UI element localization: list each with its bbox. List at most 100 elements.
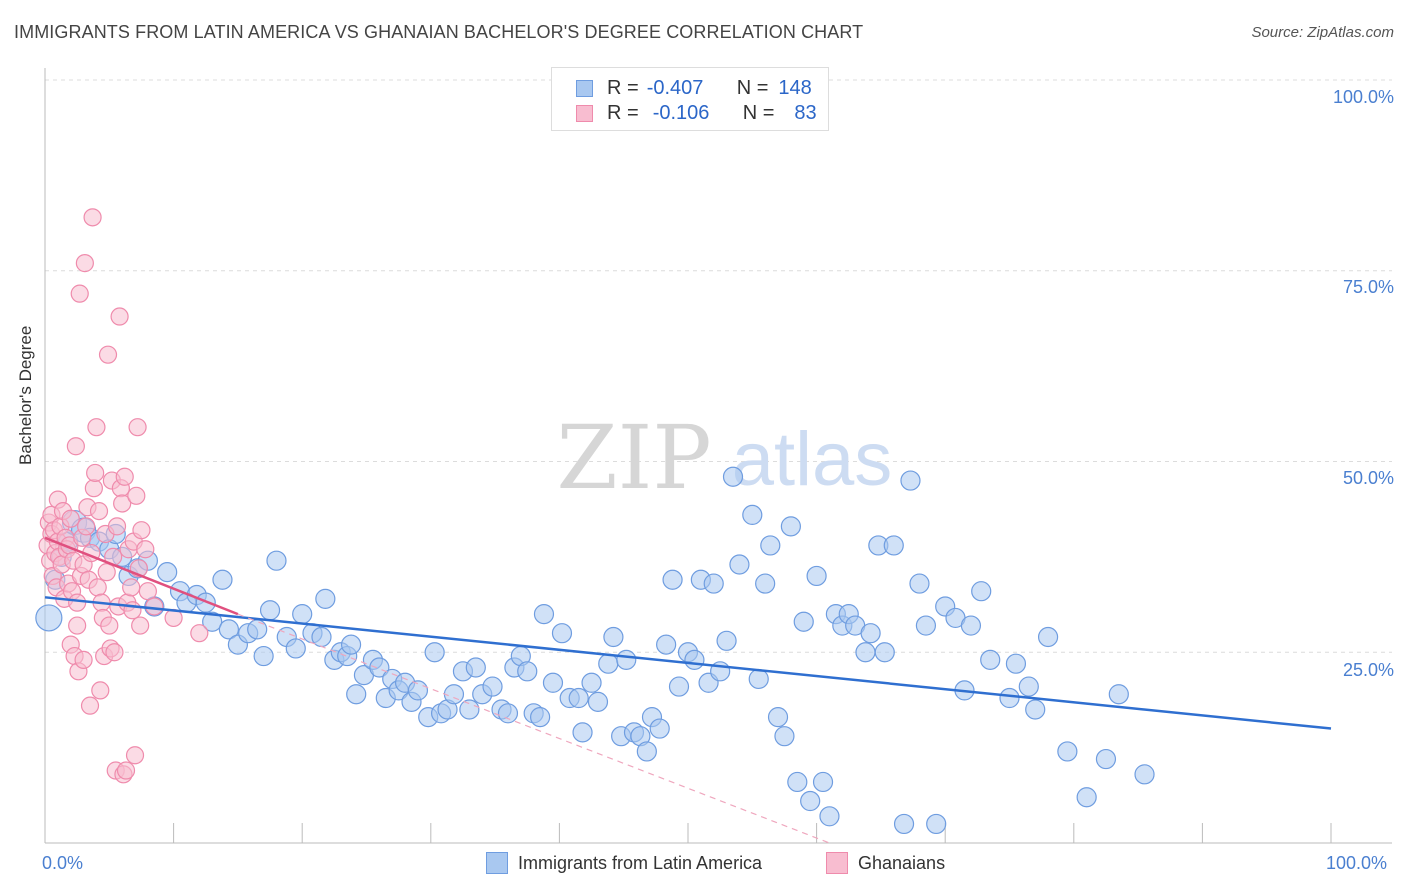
- point-latin-america: [443, 684, 465, 705]
- point-ghanaians: [70, 284, 89, 303]
- y-tick-label-75: 75.0%: [1342, 277, 1394, 297]
- point-ghanaians: [75, 254, 94, 273]
- point-latin-america: [980, 649, 1001, 670]
- point-latin-america: [517, 661, 538, 682]
- point-ghanaians: [131, 616, 150, 635]
- point-ghanaians: [110, 307, 129, 326]
- legend-swatch-ghanaians: [576, 104, 593, 122]
- point-latin-america: [253, 645, 274, 667]
- point-latin-america: [999, 687, 1020, 709]
- point-ghanaians: [190, 624, 209, 643]
- point-latin-america: [748, 668, 769, 690]
- point-ghanaians: [107, 517, 127, 536]
- point-latin-america: [960, 615, 982, 636]
- point-latin-america: [883, 535, 904, 556]
- point-latin-america: [755, 573, 776, 594]
- point-ghanaians: [86, 463, 105, 483]
- point-ghanaians: [122, 578, 141, 597]
- point-latin-america: [767, 707, 789, 728]
- point-latin-america: [587, 691, 609, 712]
- point-latin-america: [800, 790, 821, 812]
- point-ghanaians: [115, 467, 134, 486]
- point-latin-america: [465, 657, 486, 678]
- point-latin-america: [774, 726, 795, 747]
- point-ghanaians: [80, 696, 100, 715]
- y-tick-label-100: 100.0%: [1332, 87, 1394, 107]
- point-latin-america: [285, 638, 306, 659]
- point-latin-america: [855, 642, 876, 663]
- point-latin-america: [542, 672, 564, 693]
- point-latin-america: [668, 676, 690, 697]
- point-latin-america: [1037, 626, 1059, 648]
- point-ghanaians: [87, 418, 106, 437]
- point-latin-america: [1076, 787, 1097, 808]
- point-latin-america: [202, 611, 223, 632]
- point-ghanaians: [68, 593, 87, 612]
- legend-r-value: -0.407: [646, 76, 704, 99]
- point-latin-america: [742, 504, 763, 526]
- point-latin-america: [266, 550, 287, 571]
- point-ghanaians: [145, 597, 164, 616]
- point-latin-america: [819, 806, 840, 827]
- point-latin-america: [581, 672, 602, 693]
- y-tick-label-50: 50.0%: [1342, 468, 1394, 488]
- point-ghanaians: [105, 643, 124, 662]
- trendline-ghanaians: [44, 536, 239, 616]
- point-latin-america: [497, 703, 519, 724]
- point-latin-america: [760, 535, 781, 556]
- point-latin-america: [340, 634, 362, 655]
- point-ghanaians: [138, 582, 157, 601]
- point-ghanaians: [136, 540, 155, 559]
- bottom-legend-swatch-ghanaians: [826, 852, 848, 874]
- point-latin-america: [1057, 741, 1078, 762]
- point-latin-america: [259, 600, 281, 621]
- point-latin-america: [971, 581, 992, 602]
- legend-swatch-latin-america: [576, 79, 593, 97]
- bottom-legend-ghanaians: Ghanaians: [826, 852, 945, 874]
- y-tick-label-25: 25.0%: [1342, 660, 1394, 680]
- bottom-legend-latin-america: Immigrants from Latin America: [486, 852, 762, 874]
- legend-n-value: 148: [778, 76, 812, 99]
- legend-r-label: R =: [607, 101, 639, 124]
- point-ghanaians: [116, 761, 136, 780]
- point-latin-america: [1018, 676, 1039, 697]
- legend-n-label: N =: [742, 101, 775, 124]
- trendline-ghanaians-extension: [237, 613, 830, 844]
- point-latin-america: [407, 680, 429, 701]
- point-latin-america: [860, 623, 881, 644]
- bottom-legend-swatch-latin-america: [486, 852, 508, 874]
- point-latin-america: [292, 603, 313, 625]
- point-ghanaians: [77, 517, 96, 536]
- watermark-zip: ZIP: [556, 406, 711, 509]
- point-latin-america: [551, 623, 573, 644]
- point-latin-america: [874, 642, 895, 663]
- point-ghanaians: [97, 563, 116, 582]
- point-ghanaians: [61, 509, 80, 528]
- point-latin-america: [1025, 699, 1046, 720]
- legend: R = -0.407 N = 148 R = -0.106 N = 83: [551, 67, 829, 131]
- y-axis-label: Bachelor's Degree: [16, 325, 35, 465]
- point-latin-america: [1134, 764, 1155, 785]
- point-ghanaians: [125, 746, 145, 765]
- point-ghanaians: [88, 578, 107, 597]
- point-ghanaians: [128, 418, 147, 437]
- point-ghanaians: [100, 616, 119, 635]
- point-latin-america: [616, 649, 637, 670]
- point-latin-america: [459, 699, 480, 720]
- point-latin-america: [684, 649, 705, 670]
- source-label: Source: ZipAtlas.com: [1251, 24, 1394, 41]
- x-tick-label-100: 100.0%: [1326, 853, 1388, 873]
- watermark-atlas: atlas: [732, 417, 893, 502]
- point-ghanaians: [66, 437, 85, 456]
- point-ghanaians: [68, 616, 87, 635]
- point-latin-america: [482, 676, 503, 697]
- point-latin-america: [915, 615, 937, 636]
- legend-r-label: R =: [607, 76, 639, 99]
- point-ghanaians: [74, 650, 93, 669]
- point-latin-america: [787, 771, 808, 793]
- point-latin-america: [636, 741, 657, 762]
- point-ghanaians: [83, 208, 102, 227]
- point-latin-america: [530, 707, 551, 728]
- point-latin-america: [909, 573, 930, 594]
